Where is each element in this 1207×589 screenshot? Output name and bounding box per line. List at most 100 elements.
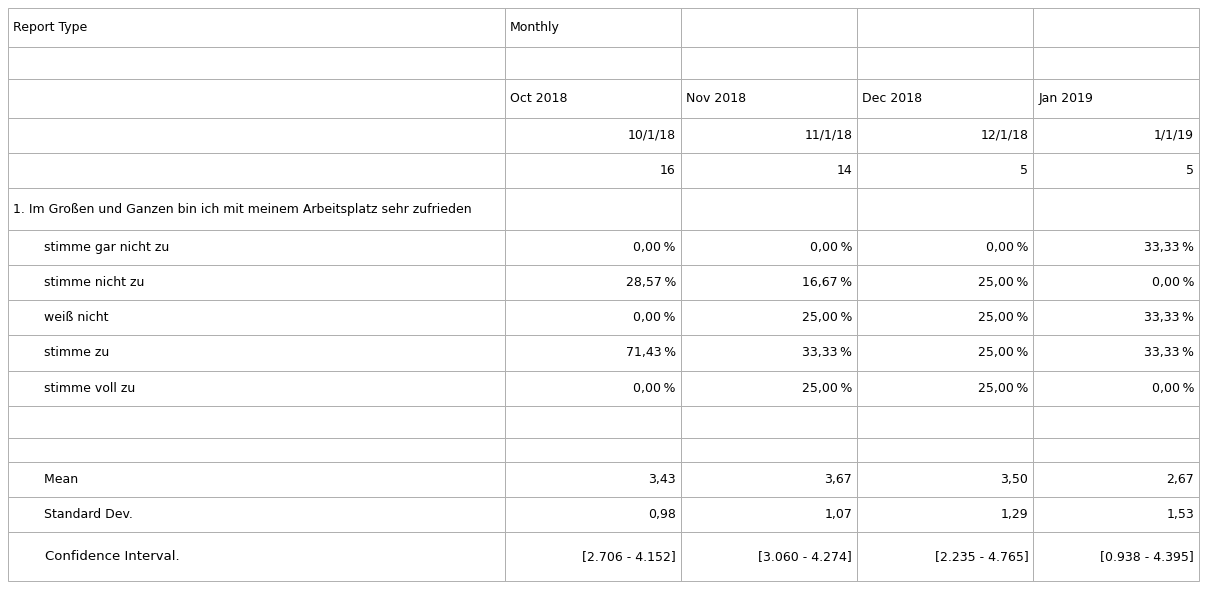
Bar (1033, 300, 1199, 335)
Bar (681, 370, 857, 406)
Bar (681, 335, 857, 370)
Text: 16: 16 (660, 164, 676, 177)
Bar (8, 300, 505, 335)
Text: 28,57 %: 28,57 % (625, 276, 676, 289)
Text: Standard Dev.: Standard Dev. (28, 508, 133, 521)
Bar (1033, 335, 1199, 370)
Text: 33,33 %: 33,33 % (803, 346, 852, 359)
Bar (505, 153, 681, 188)
Bar (1033, 532, 1199, 581)
Bar (681, 406, 857, 438)
Bar (857, 230, 1033, 265)
Text: 3,67: 3,67 (824, 473, 852, 486)
Bar (8, 153, 505, 188)
Bar (1033, 153, 1199, 188)
Text: 5: 5 (1186, 164, 1194, 177)
Bar (505, 230, 681, 265)
Text: 10/1/18: 10/1/18 (628, 129, 676, 142)
Bar (857, 8, 1033, 47)
Text: 25,00 %: 25,00 % (978, 382, 1028, 395)
Bar (681, 265, 857, 300)
Bar (681, 80, 857, 118)
Bar (8, 497, 505, 532)
Bar (857, 80, 1033, 118)
Text: 0,00 %: 0,00 % (634, 312, 676, 325)
Text: 1,29: 1,29 (1001, 508, 1028, 521)
Text: 11/1/18: 11/1/18 (804, 129, 852, 142)
Bar (505, 497, 681, 532)
Bar (505, 532, 681, 581)
Bar (505, 188, 681, 230)
Bar (1033, 406, 1199, 438)
Bar (681, 153, 857, 188)
Bar (8, 462, 505, 497)
Bar (8, 8, 505, 47)
Bar (505, 8, 681, 47)
Bar (857, 118, 1033, 153)
Text: 33,33 %: 33,33 % (1144, 312, 1194, 325)
Text: weiß nicht: weiß nicht (28, 312, 109, 325)
Bar (857, 265, 1033, 300)
Bar (681, 8, 857, 47)
Text: 25,00 %: 25,00 % (978, 276, 1028, 289)
Text: stimme nicht zu: stimme nicht zu (28, 276, 145, 289)
Text: 0,00 %: 0,00 % (634, 241, 676, 254)
Text: Nov 2018: Nov 2018 (686, 92, 746, 105)
Bar (8, 370, 505, 406)
Bar (505, 438, 681, 462)
Bar (1033, 188, 1199, 230)
Text: 71,43 %: 71,43 % (625, 346, 676, 359)
Text: Oct 2018: Oct 2018 (509, 92, 567, 105)
Text: 0,00 %: 0,00 % (986, 241, 1028, 254)
Bar (857, 438, 1033, 462)
Text: stimme zu: stimme zu (28, 346, 110, 359)
Text: 0,00 %: 0,00 % (1151, 382, 1194, 395)
Bar (505, 47, 681, 80)
Bar (8, 80, 505, 118)
Text: 14: 14 (836, 164, 852, 177)
Bar (505, 370, 681, 406)
Bar (681, 532, 857, 581)
Bar (505, 265, 681, 300)
Text: 1/1/19: 1/1/19 (1154, 129, 1194, 142)
Text: 3,50: 3,50 (1001, 473, 1028, 486)
Bar (8, 335, 505, 370)
Text: [3.060 - 4.274]: [3.060 - 4.274] (758, 550, 852, 563)
Bar (681, 462, 857, 497)
Text: 25,00 %: 25,00 % (978, 312, 1028, 325)
Text: 25,00 %: 25,00 % (801, 312, 852, 325)
Text: 33,33 %: 33,33 % (1144, 241, 1194, 254)
Text: 33,33 %: 33,33 % (1144, 346, 1194, 359)
Text: [0.938 - 4.395]: [0.938 - 4.395] (1101, 550, 1194, 563)
Bar (505, 118, 681, 153)
Text: 1,07: 1,07 (824, 508, 852, 521)
Bar (8, 406, 505, 438)
Bar (505, 80, 681, 118)
Text: Monthly: Monthly (509, 21, 560, 34)
Bar (505, 462, 681, 497)
Bar (857, 497, 1033, 532)
Text: Mean: Mean (28, 473, 78, 486)
Text: Dec 2018: Dec 2018 (862, 92, 922, 105)
Bar (857, 532, 1033, 581)
Text: stimme gar nicht zu: stimme gar nicht zu (28, 241, 169, 254)
Bar (857, 300, 1033, 335)
Bar (681, 118, 857, 153)
Text: 5: 5 (1020, 164, 1028, 177)
Bar (857, 406, 1033, 438)
Bar (681, 497, 857, 532)
Bar (1033, 230, 1199, 265)
Text: 0,00 %: 0,00 % (810, 241, 852, 254)
Text: 12/1/18: 12/1/18 (980, 129, 1028, 142)
Text: 16,67 %: 16,67 % (803, 276, 852, 289)
Bar (505, 300, 681, 335)
Bar (1033, 370, 1199, 406)
Bar (857, 47, 1033, 80)
Bar (857, 335, 1033, 370)
Bar (1033, 497, 1199, 532)
Bar (857, 153, 1033, 188)
Bar (8, 118, 505, 153)
Text: 3,43: 3,43 (648, 473, 676, 486)
Bar (1033, 8, 1199, 47)
Text: 0,00 %: 0,00 % (1151, 276, 1194, 289)
